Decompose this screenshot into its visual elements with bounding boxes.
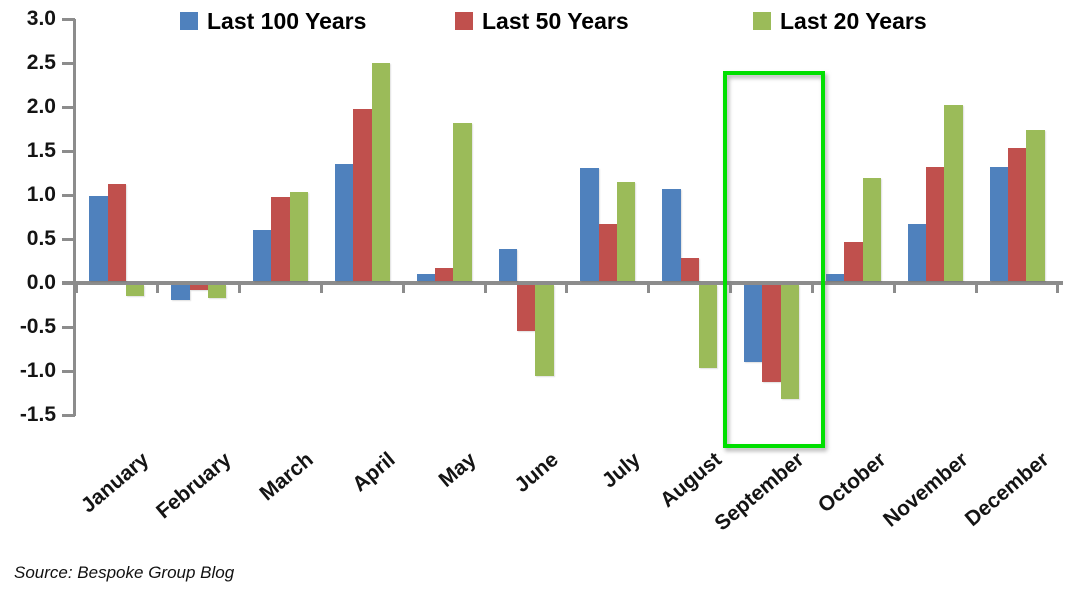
legend-swatch-icon [180,12,198,30]
bar-last-20-years-april [371,62,390,281]
x-axis-label-june: June [510,448,563,498]
bar-last-50-years-may [435,267,454,281]
bar-last-100-years-february [171,285,190,300]
x-axis-tick-mark [647,285,651,293]
x-axis-label-march: March [255,448,318,506]
bar-last-100-years-june [498,249,517,281]
y-axis-tick-mark [62,17,75,21]
y-axis-tick-label: 1.5 [26,139,56,162]
x-axis-label-september: September [710,448,809,536]
y-axis-tick-label: 1.0 [26,183,56,206]
bar-last-20-years-february [207,285,227,299]
x-axis-line [62,281,1063,285]
bar-last-100-years-july [580,168,599,281]
y-axis-tick-mark [62,237,75,241]
y-axis-tick-mark [62,193,75,197]
legend-item-last-50-years: Last 50 Years [455,6,629,36]
bar-last-20-years-january [126,285,145,296]
bar-last-20-years-september [780,285,800,399]
x-axis-tick-mark [1056,285,1060,293]
bar-last-100-years-october [825,273,845,281]
bar-last-20-years-december [1026,129,1045,281]
x-axis-tick-mark [892,285,896,293]
legend-label: Last 20 Years [780,8,927,34]
bar-last-100-years-december [989,166,1008,281]
x-axis-tick-mark [156,285,160,293]
x-axis-tick-mark [810,285,814,293]
bar-last-100-years-august [662,188,681,281]
bar-last-20-years-november [944,105,963,281]
legend-label: Last 100 Years [207,8,367,34]
y-axis-tick-label: 3.0 [26,7,56,30]
bar-last-20-years-march [289,192,309,281]
y-axis-tick-label: 0.5 [26,227,56,250]
y-axis-tick-label: -1.0 [19,359,56,382]
legend-item-last-20-years: Last 20 Years [753,6,927,36]
x-axis-tick-mark [74,285,78,293]
x-axis-tick-mark [401,285,405,293]
x-axis-tick-mark [565,285,569,293]
bar-last-50-years-june [516,285,536,331]
x-axis-label-february: February [151,448,236,524]
source-note: Source: Bespoke Group Blog [14,563,235,582]
x-axis-label-april: April [347,448,400,497]
y-axis-tick-mark [62,105,75,109]
y-axis-line [73,19,76,416]
y-axis-tick-mark [62,413,75,417]
x-axis-label-july: July [597,448,645,493]
bar-last-20-years-october [862,178,881,281]
bar-last-20-years-july [617,181,636,281]
x-axis-tick-mark [483,285,487,293]
y-axis-tick-label: -0.5 [19,315,56,338]
bar-last-100-years-november [907,223,927,281]
y-axis-tick-label: -1.5 [19,403,56,426]
bar-last-50-years-november [926,166,945,281]
bar-last-100-years-april [334,163,354,281]
x-axis-label-october: October [813,448,891,518]
bar-last-20-years-may [453,122,472,281]
y-axis-tick-mark [62,149,75,153]
highlight-box-september [723,71,826,448]
y-axis-tick-label: 2.0 [26,95,56,118]
y-axis-tick-mark [62,369,75,373]
x-axis-label-may: May [434,448,482,492]
x-axis-tick-mark [974,285,978,293]
legend-item-last-100-years: Last 100 Years [180,6,366,36]
bar-last-50-years-april [353,109,372,281]
bar-last-100-years-september [744,285,763,363]
x-axis-label-december: December [961,448,1054,531]
bar-last-100-years-january [89,195,108,281]
x-axis-label-january: January [77,448,154,518]
x-axis-tick-mark [319,285,323,293]
legend-label: Last 50 Years [482,8,629,34]
bar-last-100-years-may [416,273,436,281]
bar-last-20-years-august [698,285,718,368]
x-axis-tick-mark [238,285,242,293]
bar-last-50-years-september [762,285,781,382]
legend: Last 100 Years Last 50 Years Last 20 Years [0,6,1073,42]
bar-last-50-years-october [844,242,863,281]
x-axis-label-november: November [878,448,973,532]
bar-last-100-years-march [253,229,272,281]
x-axis-tick-mark [729,285,733,293]
y-axis-tick-label: 0.0 [26,271,56,294]
bar-last-50-years-january [107,184,127,281]
legend-swatch-icon [455,12,473,30]
y-axis-tick-label: 2.5 [26,51,56,74]
bar-last-50-years-december [1007,148,1027,281]
x-axis-label-august: August [656,448,727,513]
bar-last-50-years-march [271,197,290,281]
bar-last-50-years-february [189,285,208,291]
y-axis-tick-mark [62,325,75,329]
legend-swatch-icon [753,12,771,30]
bar-last-50-years-august [680,258,699,281]
bar-last-20-years-june [535,285,554,376]
bar-last-50-years-july [598,223,618,281]
y-axis-tick-mark [62,61,75,65]
